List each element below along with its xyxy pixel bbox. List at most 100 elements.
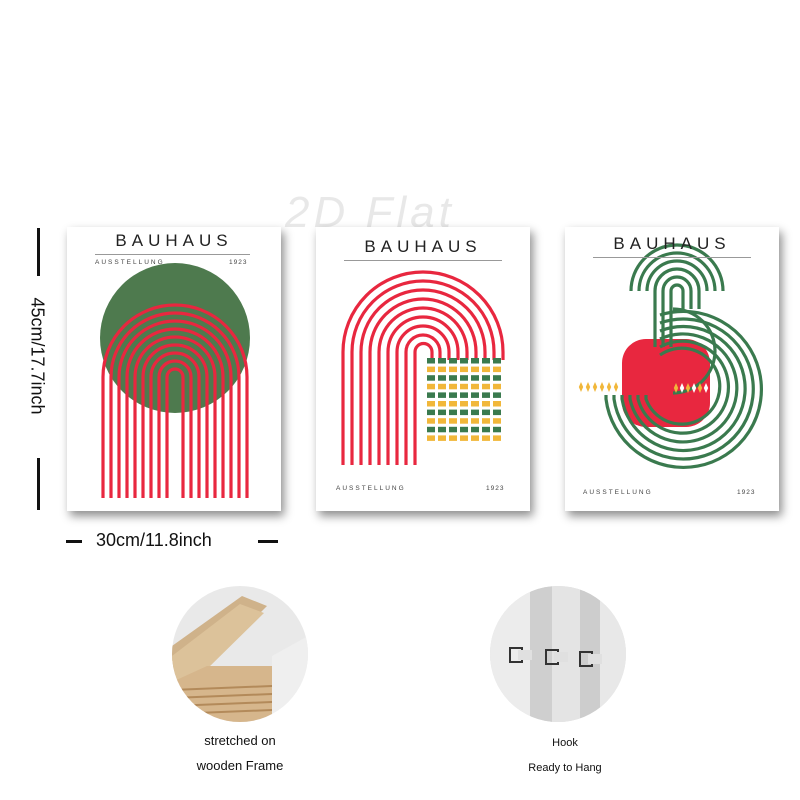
width-marker-right (258, 540, 278, 543)
grid-block (438, 409, 446, 416)
grid-block (482, 375, 490, 381)
grid-block (427, 401, 435, 407)
poster-3: BAUHAUS AUSSTELLUNG 1923 (565, 227, 779, 511)
grid-block (471, 426, 479, 433)
grid-block (471, 366, 479, 373)
grid-block (449, 366, 457, 373)
poster-3-title: BAUHAUS (613, 234, 731, 253)
tassel-diamond (685, 383, 691, 393)
grid-block (449, 392, 457, 398)
grid-block (460, 383, 468, 390)
grid-block (449, 383, 457, 390)
height-marker-bottom (37, 458, 40, 510)
grid-block (438, 418, 446, 424)
grid-block (493, 383, 501, 390)
tassel-diamond (673, 383, 679, 393)
tassel-diamond (679, 383, 685, 393)
wooden-frame-caption-line1: stretched on (204, 733, 276, 748)
tassel-diamond (697, 383, 703, 393)
tassel-diamond (703, 383, 709, 393)
tassel-diamond (578, 382, 584, 392)
grid-block (471, 435, 479, 441)
grid-block (449, 426, 457, 433)
grid-block (460, 366, 468, 373)
grid-block (493, 366, 501, 373)
hook-icon (490, 586, 626, 722)
poster-3-artwork (578, 243, 764, 469)
width-marker-left (66, 540, 82, 543)
poster-2-rule (344, 260, 502, 261)
grid-block (427, 383, 435, 390)
wooden-frame-icon (172, 586, 308, 722)
grid-block (460, 375, 468, 381)
grid-block (493, 409, 501, 416)
grid-block (482, 358, 490, 364)
grid-block (471, 409, 479, 416)
poster-1-title: BAUHAUS (115, 231, 233, 250)
grid-block (482, 409, 490, 416)
height-marker-top (37, 228, 40, 276)
tassel-diamond (599, 382, 605, 392)
grid-block (471, 358, 479, 364)
poster-3-rule (593, 257, 751, 258)
hook-caption-line1: Hook (552, 737, 578, 749)
grid-block (482, 435, 490, 441)
poster-2: BAUHAUS AUSSTELLUNG 1923 (316, 227, 530, 511)
grid-block (427, 358, 435, 364)
grid-block (460, 409, 468, 416)
hook-caption-line2: Ready to Hang (528, 762, 602, 774)
grid-block (493, 435, 501, 441)
tassel-diamond (691, 383, 697, 393)
grid-block (482, 366, 490, 373)
grid-block (438, 375, 446, 381)
grid-block (482, 418, 490, 424)
hook-photo (490, 586, 626, 722)
grid-block (449, 375, 457, 381)
poster-1-rule (95, 254, 250, 255)
grid-block (460, 392, 468, 398)
poster-2-title: BAUHAUS (364, 237, 482, 256)
grid-block (438, 383, 446, 390)
grid-block (493, 418, 501, 424)
poster-1: BAUHAUS AUSSTELLUNG 1923 (67, 227, 281, 511)
grid-block (482, 392, 490, 398)
tassel-diamond (592, 382, 598, 392)
grid-block (427, 409, 435, 416)
grid-block (427, 375, 435, 381)
grid-block (482, 401, 490, 407)
poster-3-subtitle: AUSSTELLUNG (583, 489, 653, 496)
tassel-diamond (606, 382, 612, 392)
grid-block (449, 435, 457, 441)
grid-block (438, 426, 446, 433)
grid-block (471, 418, 479, 424)
grid-block (471, 375, 479, 381)
grid-block (471, 401, 479, 407)
grid-block (493, 375, 501, 381)
poster-1-year: 1923 (229, 259, 248, 266)
wooden-frame-caption-line2: wooden Frame (196, 758, 284, 773)
grid-block (427, 435, 435, 441)
grid-block (460, 435, 468, 441)
poster-1-subtitle: AUSSTELLUNG (95, 259, 165, 266)
grid-block (493, 392, 501, 398)
grid-block (493, 426, 501, 433)
poster-1-artwork (67, 263, 281, 511)
tassel-diamond (585, 382, 591, 392)
grid-block (460, 401, 468, 407)
grid-block (482, 383, 490, 390)
grid-block (438, 435, 446, 441)
width-dimension: 30cm/11.8inch (96, 530, 212, 550)
grid-block (471, 383, 479, 390)
grid-block (427, 418, 435, 424)
grid-block (449, 401, 457, 407)
grid-block (460, 426, 468, 433)
grid-block (449, 358, 457, 364)
grid-block (460, 358, 468, 364)
poster-3-tassels (578, 382, 709, 393)
wooden-frame-photo (172, 586, 308, 722)
tassel-diamond (613, 382, 619, 392)
grid-block (438, 392, 446, 398)
grid-block (493, 358, 501, 364)
grid-block (449, 409, 457, 416)
poster-2-year: 1923 (486, 485, 505, 492)
